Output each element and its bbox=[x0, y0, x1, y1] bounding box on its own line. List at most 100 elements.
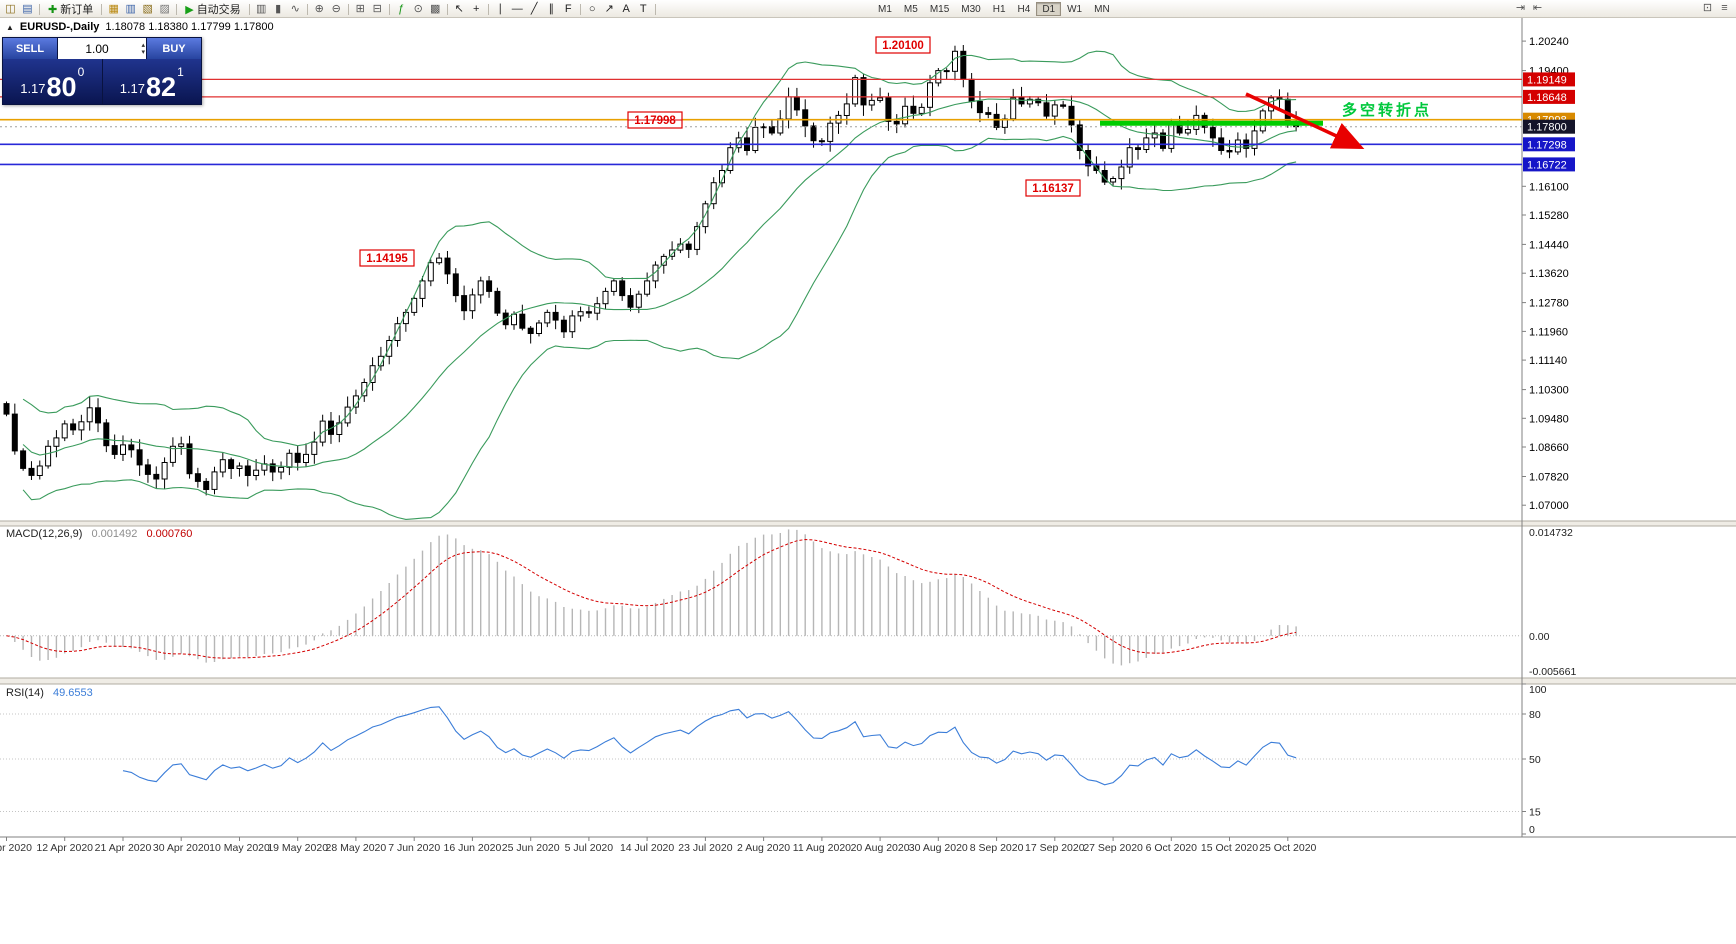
data-window-icon[interactable]: ▥ bbox=[125, 2, 136, 15]
price-tick-label: 1.11140 bbox=[1529, 355, 1567, 367]
rsi-axis-label: 15 bbox=[1529, 807, 1541, 819]
profiles-icon[interactable]: ▤ bbox=[22, 2, 33, 15]
candlestick-series[interactable] bbox=[3, 45, 1300, 496]
line-chart-icon[interactable]: ∿ bbox=[290, 2, 300, 15]
auto-trading-button[interactable]: ▶ 自动交易 bbox=[185, 3, 241, 17]
chart-symbol-label: EURUSD-,Daily bbox=[19, 21, 100, 33]
periods-icon[interactable]: ⊙ bbox=[413, 2, 423, 15]
macd-axis-label: 0.014732 bbox=[1529, 527, 1573, 539]
date-label: 10 May 2020 bbox=[209, 842, 270, 854]
price-tick-label: 1.08660 bbox=[1529, 442, 1569, 454]
date-label: 11 Aug 2020 bbox=[793, 842, 851, 854]
toolbar-separator bbox=[39, 3, 40, 15]
date-label: 16 Jun 2020 bbox=[443, 842, 501, 854]
new-order-button[interactable]: ✚ 新订单 bbox=[48, 3, 94, 17]
arrows-icon[interactable]: ↗ bbox=[604, 2, 614, 15]
date-label: 21 Apr 2020 bbox=[95, 842, 152, 854]
timeframe-button-h4[interactable]: H4 bbox=[1017, 3, 1031, 15]
price-tick-label: 1.07820 bbox=[1529, 472, 1569, 484]
cascade-windows-icon[interactable]: ⊟ bbox=[372, 2, 382, 15]
horizontal-line-icon[interactable]: ― bbox=[511, 2, 523, 15]
macd-axis-label: -0.005661 bbox=[1529, 666, 1576, 678]
timeframe-button-m1[interactable]: M1 bbox=[878, 3, 892, 15]
indicators-icon[interactable]: ƒ bbox=[398, 2, 405, 15]
chart-title: ▲ EURUSD-,Daily 1.18078 1.18380 1.17799 … bbox=[6, 21, 274, 33]
chart-ohlc-values: 1.18078 1.18380 1.17799 1.17800 bbox=[105, 21, 274, 33]
buy-price-display[interactable]: 1.17 82 1 bbox=[103, 59, 202, 104]
templates-icon[interactable]: ▩ bbox=[429, 2, 441, 15]
rsi-panel[interactable] bbox=[0, 706, 1522, 812]
price-annotation-text: 1.14195 bbox=[366, 253, 408, 265]
collapse-panel-icon[interactable]: ▲ bbox=[6, 22, 14, 32]
volume-decrease-icon[interactable]: ▾ bbox=[141, 48, 145, 56]
timeframe-button-w1[interactable]: W1 bbox=[1067, 3, 1083, 15]
new-chart-icon[interactable]: ◫ bbox=[5, 2, 16, 15]
bollinger-bands[interactable] bbox=[22, 50, 1297, 520]
timeframe-button-m30[interactable]: M30 bbox=[961, 3, 981, 15]
navigator-icon[interactable]: ▧ bbox=[142, 2, 153, 15]
text-icon[interactable]: A bbox=[622, 2, 630, 15]
date-label: 8 Sep 2020 bbox=[970, 842, 1024, 854]
price-tick-label: 1.12780 bbox=[1529, 298, 1569, 310]
price-tick-label: 1.11960 bbox=[1529, 326, 1568, 338]
toolbar-separator bbox=[388, 3, 390, 15]
timeframe-button-mn[interactable]: MN bbox=[1094, 3, 1110, 15]
channel-icon[interactable]: ∥ bbox=[548, 2, 554, 15]
date-label: 27 Sep 2020 bbox=[1083, 842, 1143, 854]
price-badge: 1.19149 bbox=[1527, 74, 1567, 86]
auto-scroll-icon[interactable]: ⇤ bbox=[1532, 2, 1543, 14]
candlestick-chart-icon[interactable]: ▮ bbox=[275, 2, 282, 15]
macd-panel[interactable] bbox=[0, 529, 1522, 666]
volume-input[interactable] bbox=[58, 38, 146, 59]
one-click-trading-panel: SELL ▴ ▾ BUY 1.17 80 0 1.17 82 1 bbox=[2, 37, 202, 105]
bar-chart-icon[interactable]: ▥ bbox=[255, 2, 267, 15]
terminal-icon[interactable]: ▨ bbox=[159, 2, 170, 15]
toolbar-separator bbox=[654, 3, 656, 15]
price-tick-label: 1.10300 bbox=[1529, 385, 1569, 397]
toolbar-separator bbox=[101, 3, 103, 15]
trendline-icon[interactable]: ╱ bbox=[530, 2, 538, 15]
buy-button[interactable]: BUY bbox=[146, 38, 201, 59]
macd-axis-label: 0.00 bbox=[1529, 631, 1550, 643]
cursor-icon[interactable]: ↖ bbox=[454, 2, 464, 15]
date-label: 23 Jul 2020 bbox=[678, 842, 732, 854]
horizontal-level-lines[interactable] bbox=[0, 78, 1522, 166]
vertical-line-icon[interactable]: ∣ bbox=[497, 2, 503, 15]
rsi-name: RSI(14) bbox=[6, 687, 44, 699]
price-axis[interactable]: 1.202401.194001.161001.152801.144401.136… bbox=[1522, 36, 1576, 836]
date-label: 1 Apr 2020 bbox=[0, 842, 32, 854]
date-label: 2 Aug 2020 bbox=[737, 842, 790, 854]
fibonacci-icon[interactable]: F bbox=[564, 2, 572, 15]
text-label-icon[interactable]: T bbox=[639, 2, 647, 15]
timeframe-button-d1[interactable]: D1 bbox=[1036, 2, 1062, 16]
price-tick-label: 1.20240 bbox=[1529, 36, 1569, 48]
menu-icon[interactable]: ≡ bbox=[1721, 2, 1728, 14]
zoom-out-icon[interactable]: ⊖ bbox=[331, 2, 341, 15]
shapes-icon[interactable]: ○ bbox=[588, 2, 596, 15]
bearish-arrow bbox=[1245, 92, 1365, 149]
timeframe-button-h1[interactable]: H1 bbox=[992, 3, 1006, 15]
chart-shift-icon[interactable]: ⇥ bbox=[1515, 2, 1526, 14]
price-annotation-box bbox=[875, 36, 931, 54]
timeframe-button-m5[interactable]: M5 bbox=[903, 3, 918, 15]
zoom-in-icon[interactable]: ⊕ bbox=[314, 2, 324, 15]
sell-button[interactable]: SELL bbox=[3, 38, 58, 59]
timeframe-button-m15[interactable]: M15 bbox=[929, 3, 950, 15]
price-tick-label: 1.15280 bbox=[1529, 210, 1569, 222]
sell-price-display[interactable]: 1.17 80 0 bbox=[3, 59, 103, 104]
market-watch-icon[interactable]: ▦ bbox=[108, 2, 119, 15]
toolbar-separator bbox=[579, 3, 581, 15]
date-label: 17 Sep 2020 bbox=[1025, 842, 1085, 854]
price-tick-label: 1.14440 bbox=[1529, 239, 1569, 251]
dock-icon[interactable]: ⊡ bbox=[1702, 2, 1713, 14]
volume-increase-icon[interactable]: ▴ bbox=[141, 41, 145, 49]
crosshair-icon[interactable]: + bbox=[472, 2, 480, 15]
tile-windows-icon[interactable]: ⊞ bbox=[355, 2, 365, 15]
sell-price-small: 1.17 bbox=[20, 81, 46, 96]
price-annotation-text: 1.16137 bbox=[1032, 183, 1074, 195]
chart-annotations[interactable]: 1.20100 1.17998 1.16137 1.14195 多空转折点 bbox=[359, 36, 1432, 267]
toolbar-separator bbox=[446, 3, 448, 15]
date-label: 30 Apr 2020 bbox=[153, 842, 210, 854]
